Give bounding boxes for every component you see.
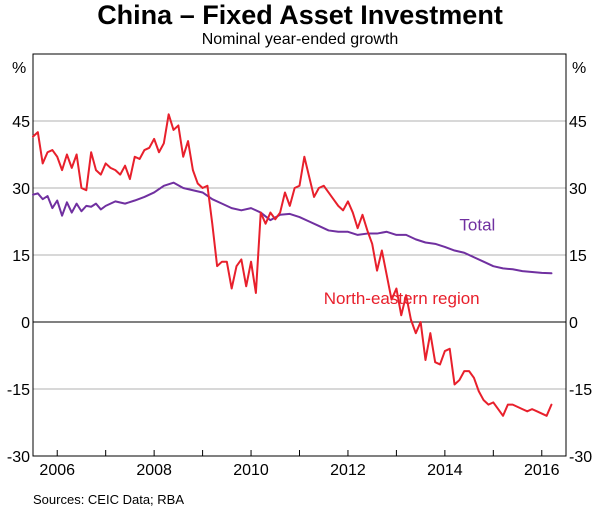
- chart-subtitle: Nominal year-ended growth: [201, 31, 399, 48]
- y-tick-label-left: -30: [7, 449, 30, 466]
- x-tick-label: 2016: [524, 462, 560, 479]
- y-tick-label-left: 30: [12, 181, 30, 198]
- x-axis-ticks: [56, 450, 543, 456]
- y-tick-label-right: 0: [569, 315, 578, 332]
- y-tick-label-right: 30: [569, 181, 587, 198]
- series-line: [32, 113, 553, 417]
- axis-labels: -30 -30 -15 -15 0 0 15 15 30 30 45 45 2006 2008 2010 20…: [7, 114, 592, 479]
- x-tick-label: 2008: [136, 462, 172, 479]
- y-axis-unit-left: %: [12, 60, 26, 77]
- y-axis-unit-right: %: [572, 60, 586, 77]
- x-tick-label: 2010: [233, 462, 269, 479]
- x-tick-label: 2006: [39, 462, 75, 479]
- chart-source: Sources: CEIC Data; RBA: [33, 492, 184, 507]
- x-tick-label: 2014: [427, 462, 463, 479]
- y-tick-label-right: -30: [569, 449, 592, 466]
- y-tick-label-right: 15: [569, 248, 587, 265]
- series-line: [32, 181, 553, 275]
- chart-title: China – Fixed Asset Investment: [97, 0, 503, 30]
- y-tick-label-left: 15: [12, 248, 30, 265]
- y-tick-label-right: 45: [569, 114, 587, 131]
- grid-lines: [33, 120, 566, 457]
- series-lines: [32, 113, 553, 417]
- series-label: North-eastern region: [324, 289, 480, 308]
- x-tick-label: 2012: [330, 462, 366, 479]
- y-tick-label-left: -15: [7, 382, 30, 399]
- y-tick-label-right: -15: [569, 382, 592, 399]
- y-tick-label-left: 0: [21, 315, 30, 332]
- y-tick-label-left: 45: [12, 114, 30, 131]
- series-label: Total: [459, 215, 495, 234]
